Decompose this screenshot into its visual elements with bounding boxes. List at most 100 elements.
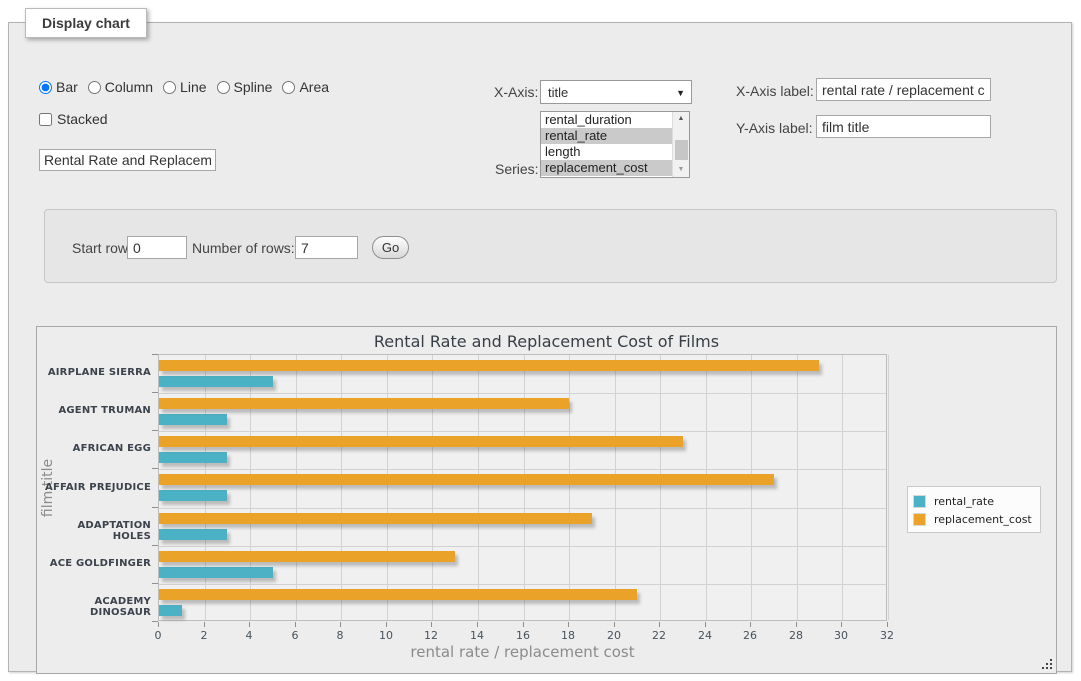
x-axis-select[interactable]: title ▼ (540, 80, 692, 104)
gridline (295, 355, 297, 620)
chart-type-radio-spline[interactable] (216, 80, 230, 94)
bar-replacement_cost (159, 398, 569, 409)
gridline (159, 546, 886, 547)
stacked-label: Stacked (57, 111, 108, 127)
series-option-replacement_cost[interactable]: replacement_cost (541, 160, 672, 176)
bar-rental_rate (159, 376, 273, 387)
y-tick-mark (152, 354, 158, 355)
chart-type-option-bar: Bar (39, 79, 78, 95)
x-tick-label: 28 (789, 629, 803, 642)
x-tick-label: 14 (470, 629, 484, 642)
gridline (432, 355, 434, 620)
x-tick-label: 8 (336, 629, 344, 642)
bar-replacement_cost (159, 474, 774, 485)
bar-rental_rate (159, 529, 228, 540)
chart-type-radio-area[interactable] (282, 80, 296, 94)
x-tick-mark (431, 622, 432, 627)
x-tick-label: 32 (880, 629, 894, 642)
x-tick-label: 22 (652, 629, 666, 642)
chart-type-radio-column[interactable] (87, 80, 101, 94)
scroll-thumb[interactable] (675, 140, 688, 160)
x-tick-label: 2 (200, 629, 208, 642)
chart-title-input[interactable] (39, 149, 216, 171)
gridline (705, 355, 707, 620)
x-axis-label-input[interactable] (816, 78, 991, 101)
x-tick-mark (750, 622, 751, 627)
scroll-up-icon[interactable]: ▲ (677, 115, 685, 122)
x-tick-mark (477, 622, 478, 627)
category-label: AIRPLANE SIERRA (47, 367, 151, 378)
x-axis-field-label: X-Axis: (494, 84, 539, 100)
stacked-row: Stacked (39, 111, 108, 127)
series-option-rental_duration[interactable]: rental_duration (545, 112, 632, 127)
y-tick-mark (152, 621, 158, 622)
x-tick-mark (614, 622, 615, 627)
chart-x-axis-title: rental rate / replacement cost (410, 643, 635, 661)
x-tick-mark (295, 622, 296, 627)
category-label: ADAPTATION HOLES (77, 520, 151, 542)
chart-type-radio-group: Bar Column Line Spline Area (39, 79, 339, 95)
category-label: ACADEMY DINOSAUR (90, 596, 151, 618)
bar-replacement_cost (159, 360, 820, 371)
x-tick-label: 24 (698, 629, 712, 642)
x-tick-mark (249, 622, 250, 627)
bar-replacement_cost (159, 513, 592, 524)
y-tick-mark (152, 545, 158, 546)
chart-type-radio-bar[interactable] (39, 80, 52, 94)
gridline (159, 584, 886, 585)
bar-replacement_cost (159, 589, 638, 600)
x-tick-mark (796, 622, 797, 627)
legend-swatch-icon (913, 512, 926, 526)
rows-panel: Start row: Number of rows: Go (44, 209, 1057, 283)
category-label: ACE GOLDFINGER (49, 558, 151, 569)
chart-type-option-area: Area (282, 79, 329, 95)
gridline (796, 355, 798, 620)
x-tick-label: 26 (743, 629, 757, 642)
scroll-down-icon[interactable]: ▼ (677, 166, 685, 173)
category-label: AGENT TRUMAN (58, 405, 151, 416)
gridline (250, 355, 252, 620)
bar-rental_rate (159, 605, 182, 616)
chart-type-label: Column (104, 79, 154, 95)
x-tick-label: 20 (607, 629, 621, 642)
x-tick-mark (568, 622, 569, 627)
gridline (842, 355, 844, 620)
legend-label: rental_rate (934, 494, 994, 508)
gridline (751, 355, 753, 620)
x-axis-select-value: title (548, 85, 569, 100)
x-tick-label: 18 (561, 629, 575, 642)
series-multiselect[interactable]: rental_duration rental_rate length replacem… (540, 111, 690, 178)
series-list-scrollbar[interactable]: ▲ ▼ (672, 112, 689, 177)
y-axis-label-input[interactable] (816, 115, 991, 138)
stacked-checkbox[interactable] (39, 112, 52, 126)
x-tick-label: 0 (154, 629, 162, 642)
series-option-length[interactable]: length (545, 144, 581, 159)
resize-grip-icon[interactable] (1042, 659, 1053, 670)
start-row-input[interactable] (127, 236, 187, 259)
gridline (523, 355, 525, 620)
bar-rental_rate (159, 567, 273, 578)
bar-replacement_cost (159, 551, 455, 562)
chart-type-radio-line[interactable] (163, 80, 177, 94)
series-field-label: Series: (495, 161, 539, 177)
y-axis-label-field-label: Y-Axis label: (736, 120, 813, 136)
y-tick-mark (152, 507, 158, 508)
chart-type-option-line: Line (163, 79, 207, 95)
bar-rental_rate (159, 414, 228, 425)
x-tick-mark (386, 622, 387, 627)
x-tick-label: 4 (245, 629, 253, 642)
number-of-rows-input[interactable] (295, 236, 358, 259)
chart-type-option-spline: Spline (216, 79, 272, 95)
gridline (159, 393, 886, 394)
y-tick-mark (152, 392, 158, 393)
chart-type-label: Area (299, 79, 330, 95)
go-button[interactable]: Go (372, 236, 409, 259)
x-tick-mark (523, 622, 524, 627)
panel-title: Display chart (25, 8, 147, 38)
gridline (159, 508, 886, 509)
chart-type-option-column: Column (87, 79, 154, 95)
bar-rental_rate (159, 490, 228, 501)
series-option-rental_rate[interactable]: rental_rate (541, 128, 672, 144)
